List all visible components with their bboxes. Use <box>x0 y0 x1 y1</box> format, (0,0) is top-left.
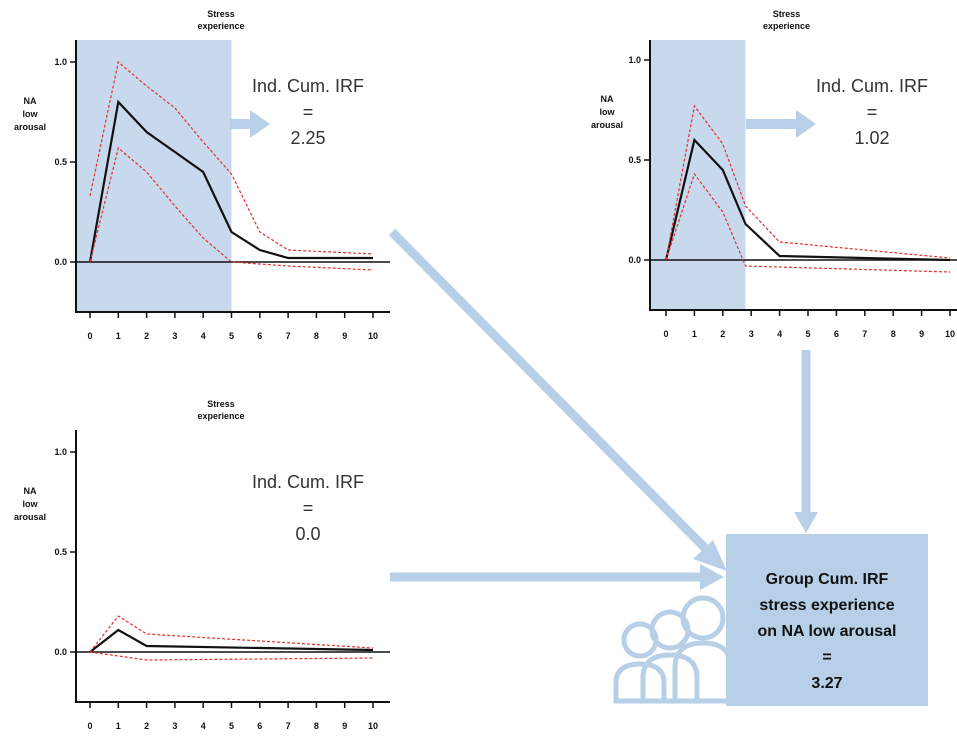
ind-cum-irf-value: 2.25 <box>290 128 325 148</box>
x-tick-label: 8 <box>314 721 319 731</box>
axes <box>649 40 957 311</box>
x-tick-label: 7 <box>286 331 291 341</box>
group-irf-box <box>726 534 928 706</box>
x-tick-label: 0 <box>87 331 92 341</box>
irf-line <box>88 99 373 263</box>
group-irf-line-3: on NA low arousal <box>758 623 897 640</box>
ind-cum-irf-label: Ind. Cum. IRF <box>252 76 364 96</box>
irf-line <box>664 137 951 262</box>
x-tick-label: 8 <box>891 329 896 339</box>
y-tick-label: 0.5 <box>54 157 67 167</box>
y-axis-label: NA <box>24 486 37 496</box>
irf-panel-2: Stress experience NA low arousal 1.0 0.5 0.0 0 1 2… <box>591 9 957 339</box>
ind-cum-irf-label: = <box>303 102 314 122</box>
x-tick-label: 6 <box>257 331 262 341</box>
right-arrowhead-icon <box>796 110 816 138</box>
x-tick-label: 7 <box>862 329 867 339</box>
x-tick-label: 10 <box>368 721 378 731</box>
people-group-icon <box>613 595 734 704</box>
x-tick-label: 9 <box>919 329 924 339</box>
ind-cum-irf-label: Ind. Cum. IRF <box>252 472 364 492</box>
axes <box>75 40 390 313</box>
x-tick-label: 3 <box>172 331 177 341</box>
irf-panel-1: Stress experience NA low arousal 1.0 0.5 0.0 0 1 2… <box>14 9 390 341</box>
x-tick-label: 9 <box>342 331 347 341</box>
group-irf-line-1: Group Cum. IRF <box>766 571 889 588</box>
ind-cum-irf-value: 0.0 <box>295 524 320 544</box>
panel-title: experience <box>197 21 244 31</box>
panel-title: Stress <box>207 9 235 19</box>
x-tick-label: 4 <box>201 721 206 731</box>
group-irf-value: 3.27 <box>811 675 842 692</box>
x-tick-label: 0 <box>663 329 668 339</box>
irf-line <box>89 628 374 653</box>
x-tick-label: 4 <box>201 331 206 341</box>
arrowhead-panel2 <box>794 512 818 533</box>
arrowhead-panel1 <box>693 540 727 571</box>
x-tick-label: 5 <box>229 721 234 731</box>
stress-shade <box>76 40 232 312</box>
y-tick-label: 0.0 <box>54 647 67 657</box>
x-tick-label: 3 <box>172 721 177 731</box>
y-tick-label: 1.0 <box>54 57 67 67</box>
y-tick-label: 1.0 <box>54 447 67 457</box>
x-tick-label: 9 <box>342 721 347 731</box>
x-tick-label: 6 <box>834 329 839 339</box>
x-tick-label: 2 <box>720 329 725 339</box>
y-axis-label: low <box>23 109 39 119</box>
x-tick-label: 1 <box>692 329 697 339</box>
stress-shade <box>650 40 746 310</box>
x-tick-label: 1 <box>116 721 121 731</box>
x-tick-label: 6 <box>257 721 262 731</box>
x-tick-label: 4 <box>777 329 782 339</box>
ci-lower-line <box>89 146 374 271</box>
irf-panel-3: Stress experience NA low arousal 1.0 0.5 0.0 0 1 2… <box>14 399 390 731</box>
y-axis-label: arousal <box>14 512 46 522</box>
y-tick-label: 0.0 <box>54 257 67 267</box>
group-irf-line-4: = <box>822 649 831 666</box>
connector-arrows <box>388 228 818 590</box>
arrow-panel1-to-group <box>388 228 710 553</box>
ci-lower-line <box>665 172 951 273</box>
panel-title: experience <box>763 21 810 31</box>
y-axis-label: low <box>600 107 616 117</box>
y-axis-label: NA <box>601 94 614 104</box>
ind-cum-irf-label: = <box>303 498 314 518</box>
panel-title: Stress <box>207 399 235 409</box>
x-tick-label: 7 <box>286 721 291 731</box>
panel-title: experience <box>197 411 244 421</box>
x-tick-label: 8 <box>314 331 319 341</box>
y-axis-label: low <box>23 499 39 509</box>
arrowhead-panel3 <box>700 564 724 590</box>
y-axis-label: arousal <box>14 122 46 132</box>
x-tick-label: 10 <box>368 331 378 341</box>
axes <box>75 430 390 703</box>
x-tick-label: 3 <box>749 329 754 339</box>
x-tick-label: 1 <box>116 331 121 341</box>
x-tick-label: 5 <box>805 329 810 339</box>
y-tick-label: 1.0 <box>628 55 641 65</box>
irf-panels: Stress experience NA low arousal 1.0 0.5 0.0 0 1 2… <box>14 9 957 731</box>
ci-lower-line <box>89 651 374 661</box>
x-tick-label: 2 <box>144 331 149 341</box>
x-tick-label: 5 <box>229 331 234 341</box>
y-tick-label: 0.5 <box>54 547 67 557</box>
right-arrowhead-icon <box>250 110 270 138</box>
ind-cum-irf-label: = <box>867 102 878 122</box>
ci-upper-line <box>89 615 374 653</box>
ind-cum-irf-label: Ind. Cum. IRF <box>816 76 928 96</box>
x-tick-label: 0 <box>87 721 92 731</box>
y-axis-label: NA <box>24 96 37 106</box>
group-irf-line-2: stress experience <box>759 597 894 614</box>
y-axis-label: arousal <box>591 120 623 130</box>
ind-cum-irf-value: 1.02 <box>854 128 889 148</box>
x-tick-label: 10 <box>945 329 955 339</box>
y-tick-label: 0.0 <box>628 255 641 265</box>
y-tick-label: 0.5 <box>628 155 641 165</box>
panel-title: Stress <box>773 9 801 19</box>
ci-upper-line <box>665 104 951 261</box>
x-tick-label: 2 <box>144 721 149 731</box>
